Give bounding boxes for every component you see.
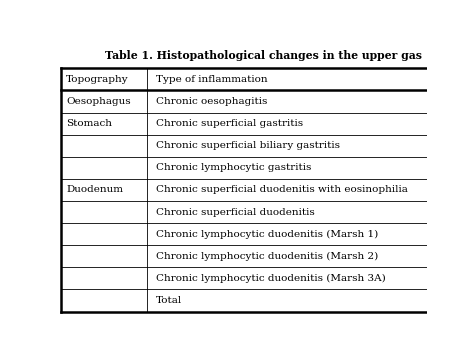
- Text: Chronic superficial duodenitis with eosinophilia: Chronic superficial duodenitis with eosi…: [156, 186, 408, 195]
- Text: Chronic superficial biliary gastritis: Chronic superficial biliary gastritis: [156, 141, 340, 150]
- Text: Oesophagus: Oesophagus: [66, 97, 131, 106]
- Text: Chronic lymphocytic duodenitis (Marsh 1): Chronic lymphocytic duodenitis (Marsh 1): [156, 230, 378, 239]
- Text: Chronic lymphocytic duodenitis (Marsh 3A): Chronic lymphocytic duodenitis (Marsh 3A…: [156, 274, 385, 283]
- Text: Chronic lymphocytic duodenitis (Marsh 2): Chronic lymphocytic duodenitis (Marsh 2): [156, 252, 378, 261]
- Text: Stomach: Stomach: [66, 119, 112, 128]
- Text: Chronic superficial gastritis: Chronic superficial gastritis: [156, 119, 303, 128]
- Text: Chronic lymphocytic gastritis: Chronic lymphocytic gastritis: [156, 163, 311, 172]
- Text: Table 1. Histopathological changes in the upper gas: Table 1. Histopathological changes in th…: [105, 50, 422, 61]
- Text: Topography: Topography: [66, 75, 129, 84]
- Text: Type of inflammation: Type of inflammation: [156, 75, 267, 84]
- Text: Chronic superficial duodenitis: Chronic superficial duodenitis: [156, 208, 315, 217]
- Text: Chronic oesophagitis: Chronic oesophagitis: [156, 97, 267, 106]
- Text: Total: Total: [156, 296, 182, 305]
- Text: Duodenum: Duodenum: [66, 186, 123, 195]
